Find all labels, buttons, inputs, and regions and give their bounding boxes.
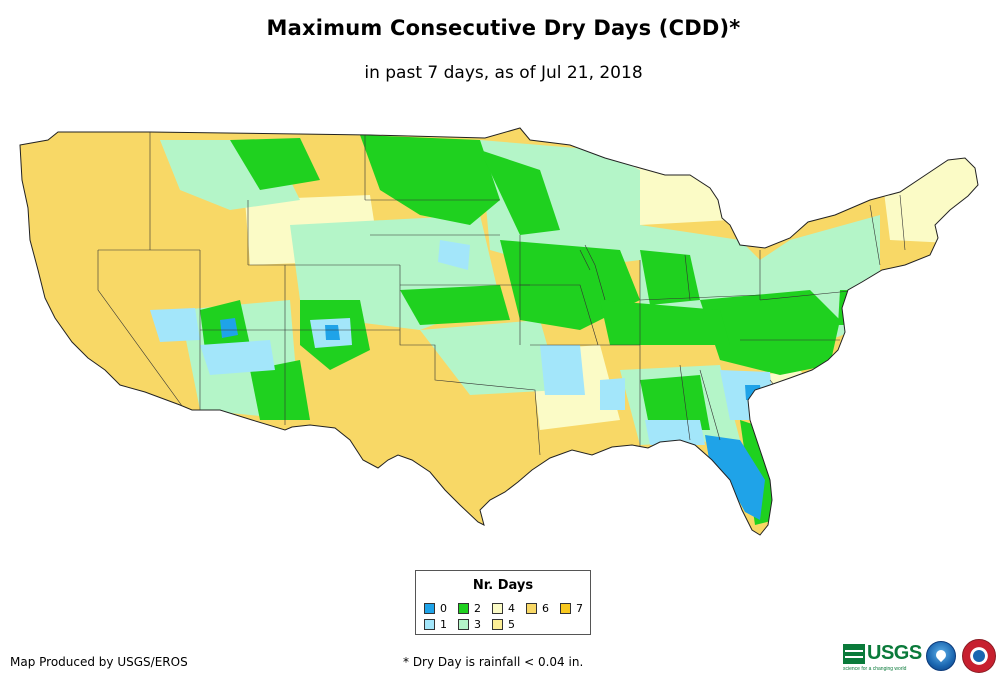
map-subtitle: in past 7 days, as of Jul 21, 2018 <box>364 63 643 83</box>
legend-item-7: 7 <box>560 602 583 615</box>
dry-day-footnote: * Dry Day is rainfall < 0.04 in. <box>403 655 584 669</box>
legend-item-4: 4 <box>492 602 515 615</box>
map-title: Maximum Consecutive Dry Days (CDD)* <box>266 16 741 40</box>
legend-swatch-5 <box>492 619 503 630</box>
legend-item-1: 1 <box>424 618 447 631</box>
usgs-tagline: science for a changing world <box>843 666 907 672</box>
legend-swatch-4 <box>492 603 503 614</box>
legend-label-0: 0 <box>440 602 447 615</box>
legend-label-2: 2 <box>474 602 481 615</box>
legend-label-4: 4 <box>508 602 515 615</box>
noaa-logo <box>926 641 956 671</box>
map-credit: Map Produced by USGS/EROS <box>10 655 188 669</box>
legend-swatch-6 <box>526 603 537 614</box>
usgs-wave-icon <box>843 644 865 664</box>
usgs-logo: USGS science for a changing world <box>843 642 922 672</box>
legend-item-2: 2 <box>458 602 481 615</box>
nws-logo <box>962 639 996 673</box>
legend: Nr. Days 0 1 2 3 4 5 6 7 <box>415 570 591 635</box>
legend-item-0: 0 <box>424 602 447 615</box>
legend-label-6: 6 <box>542 602 549 615</box>
legend-swatch-7 <box>560 603 571 614</box>
legend-title: Nr. Days <box>472 578 534 593</box>
usgs-wordmark: USGS <box>867 642 922 664</box>
legend-label-1: 1 <box>440 618 447 631</box>
legend-swatch-0 <box>424 603 435 614</box>
legend-item-3: 3 <box>458 618 481 631</box>
legend-swatch-2 <box>458 603 469 614</box>
legend-item-5: 5 <box>492 618 515 631</box>
legend-label-7: 7 <box>576 602 583 615</box>
legend-label-3: 3 <box>474 618 481 631</box>
legend-label-5: 5 <box>508 618 515 631</box>
legend-swatch-3 <box>458 619 469 630</box>
conus-cdd-map <box>19 127 979 536</box>
legend-swatch-1 <box>424 619 435 630</box>
state-boundaries <box>97 132 906 456</box>
legend-item-6: 6 <box>526 602 549 615</box>
